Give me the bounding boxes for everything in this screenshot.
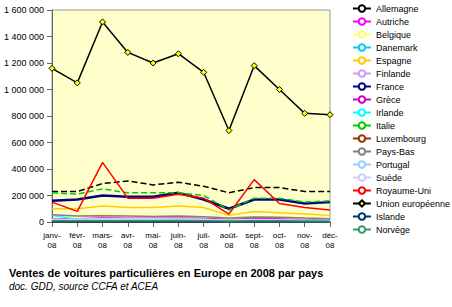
svg-text:1 000 000: 1 000 000	[4, 85, 44, 95]
svg-text:Portugal: Portugal	[376, 160, 410, 170]
svg-text:Espagne: Espagne	[376, 56, 412, 66]
svg-text:mars-: mars-	[92, 231, 113, 240]
svg-text:janv-: janv-	[42, 231, 61, 240]
svg-text:Irlande: Irlande	[376, 108, 404, 118]
svg-text:France: France	[376, 82, 404, 92]
svg-text:08: 08	[224, 241, 233, 250]
svg-text:1 600 000: 1 600 000	[4, 5, 44, 15]
svg-text:juin-: juin-	[170, 231, 186, 240]
svg-text:Norvège: Norvège	[376, 225, 410, 235]
svg-text:Suède: Suède	[376, 173, 402, 183]
svg-text:08: 08	[250, 241, 259, 250]
svg-text:nov-: nov-	[297, 231, 313, 240]
svg-text:Pays-Bas: Pays-Bas	[376, 147, 415, 157]
svg-text:1 400 000: 1 400 000	[4, 32, 44, 42]
svg-text:Allemagne: Allemagne	[376, 4, 419, 14]
svg-text:1 200 000: 1 200 000	[4, 58, 44, 68]
svg-text:avr-: avr-	[121, 231, 135, 240]
svg-text:févr-: févr-	[69, 231, 85, 240]
svg-text:Belgique: Belgique	[376, 30, 411, 40]
svg-text:08: 08	[48, 241, 57, 250]
svg-text:600 000: 600 000	[11, 138, 44, 148]
svg-text:0: 0	[39, 217, 44, 227]
svg-text:200 000: 200 000	[11, 191, 44, 201]
svg-text:08: 08	[149, 241, 158, 250]
svg-text:08: 08	[123, 241, 132, 250]
svg-text:Islande: Islande	[376, 212, 405, 222]
svg-text:400 000: 400 000	[11, 164, 44, 174]
svg-text:août-: août-	[220, 231, 239, 240]
svg-text:08: 08	[300, 241, 309, 250]
svg-text:08: 08	[326, 241, 335, 250]
svg-text:doc. GDD, source CCFA et ACEA: doc. GDD, source CCFA et ACEA	[9, 281, 158, 292]
svg-text:Finlande: Finlande	[376, 69, 411, 79]
svg-text:08: 08	[174, 241, 183, 250]
svg-text:oct-: oct-	[273, 231, 287, 240]
svg-text:Italie: Italie	[376, 121, 395, 131]
svg-text:08: 08	[199, 241, 208, 250]
svg-text:08: 08	[98, 241, 107, 250]
svg-text:08: 08	[275, 241, 284, 250]
svg-text:juil-: juil-	[196, 231, 210, 240]
svg-text:Danemark: Danemark	[376, 43, 418, 53]
svg-text:déc-: déc-	[322, 231, 338, 240]
svg-text:sept-: sept-	[245, 231, 263, 240]
svg-text:Autriche: Autriche	[376, 17, 409, 27]
svg-text:Union européenne: Union européenne	[376, 199, 450, 209]
svg-text:Luxembourg: Luxembourg	[376, 134, 426, 144]
svg-text:Royaume-Uni: Royaume-Uni	[376, 186, 431, 196]
svg-text:mai-: mai-	[145, 231, 161, 240]
svg-text:800 000: 800 000	[11, 111, 44, 121]
svg-text:Grèce: Grèce	[376, 95, 401, 105]
svg-text:Ventes de voitures particulièr: Ventes de voitures particulières en Euro…	[9, 267, 323, 279]
svg-text:08: 08	[73, 241, 82, 250]
